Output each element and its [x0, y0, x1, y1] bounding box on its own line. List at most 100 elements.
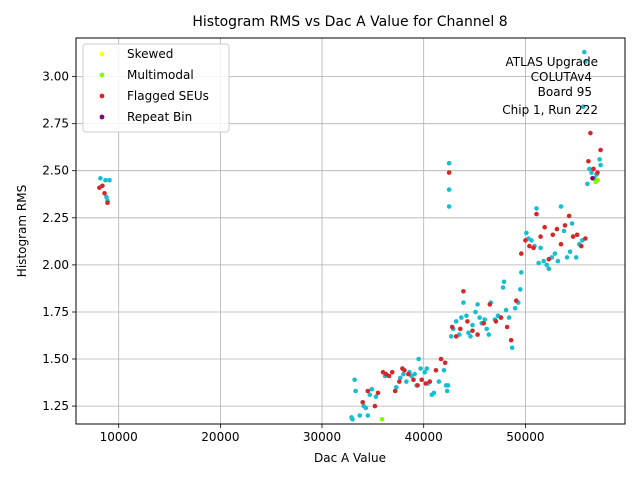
point-flagged-seus	[406, 371, 411, 377]
point-normal	[552, 251, 558, 256]
point-flagged-seus	[392, 388, 398, 394]
point-normal	[363, 405, 369, 411]
point-normal	[470, 322, 475, 328]
point-normal	[564, 255, 570, 260]
point-normal	[104, 194, 109, 200]
point-normal	[555, 258, 561, 264]
point-flagged-seus	[442, 360, 448, 366]
point-normal	[581, 104, 586, 109]
point-flagged-seus	[531, 245, 536, 251]
point-flagged-seus	[461, 289, 466, 294]
point-flagged-seus	[583, 236, 588, 241]
legend-label-repeat-bin: Repeat Bin	[127, 110, 192, 124]
point-normal	[441, 368, 447, 373]
point-flagged-seus	[562, 223, 568, 228]
x-axis-label: Dac A Value	[314, 451, 386, 465]
point-normal	[558, 204, 564, 209]
point-flagged-seus	[519, 251, 524, 256]
x-tick-label: 20000	[201, 430, 239, 444]
point-flagged-seus	[546, 256, 552, 262]
y-tick-label: 2.50	[42, 164, 69, 178]
point-flagged-seus	[542, 224, 547, 230]
point-flagged-seus	[570, 234, 576, 239]
point-normal	[416, 356, 421, 362]
point-flagged-seus	[574, 232, 580, 238]
point-normal	[544, 262, 549, 268]
point-flagged-seus	[427, 379, 433, 384]
point-normal	[394, 385, 399, 390]
point-normal	[583, 59, 588, 64]
point-normal	[459, 315, 464, 320]
point-normal	[484, 326, 490, 332]
point-normal	[512, 305, 518, 311]
point-flagged-seus	[591, 166, 596, 172]
point-flagged-seus	[375, 390, 381, 396]
legend-label-flagged-seus: Flagged SEUs	[127, 89, 209, 103]
x-tick-label: 30000	[303, 430, 341, 444]
point-multimodal	[595, 177, 600, 183]
point-normal	[444, 388, 450, 394]
point-normal	[597, 157, 602, 162]
point-normal	[365, 413, 371, 418]
point-normal	[466, 330, 471, 336]
point-normal	[352, 377, 357, 383]
point-flagged-seus	[527, 243, 532, 249]
y-axis-ticks: 1.25 1.50 1.75 2.00 2.25 2.50 2.75 3.00	[42, 70, 76, 413]
point-normal	[569, 221, 575, 226]
point-normal	[404, 379, 409, 384]
point-flagged-seus	[508, 337, 514, 343]
point-normal	[448, 334, 454, 339]
point-flagged-seus	[415, 383, 420, 388]
point-flagged-seus	[579, 243, 584, 249]
point-normal	[468, 334, 473, 339]
point-normal	[446, 187, 452, 192]
x-tick-label: 10000	[100, 430, 138, 444]
point-normal	[524, 230, 529, 236]
point-flagged-seus	[598, 147, 603, 153]
point-normal	[436, 379, 442, 384]
point-normal	[486, 332, 492, 337]
point-flagged-seus	[365, 388, 371, 394]
point-normal	[519, 270, 524, 275]
point-flagged-seus	[102, 191, 107, 196]
point-normal	[350, 417, 355, 422]
point-normal	[401, 371, 406, 377]
point-normal	[431, 390, 437, 396]
y-tick-label: 2.25	[42, 211, 69, 225]
point-flagged-seus	[538, 234, 543, 239]
point-flagged-seus	[475, 332, 480, 337]
point-repeat-bin	[590, 176, 595, 181]
point-normal	[587, 166, 592, 172]
annotation-line-1: ATLAS Upgrade	[505, 55, 598, 69]
point-flagged-seus	[558, 241, 564, 247]
legend-marker-flagged-seus	[99, 93, 105, 99]
point-flagged-seus	[458, 326, 463, 332]
point-flagged-seus	[470, 328, 475, 334]
point-multimodal	[379, 417, 385, 422]
point-flagged-seus	[504, 324, 510, 330]
point-normal	[461, 300, 466, 305]
annotation-line-4: Chip 1, Run 222	[502, 103, 598, 117]
point-normal	[445, 383, 451, 388]
point-flagged-seus	[534, 211, 539, 217]
y-tick-label: 1.75	[42, 305, 69, 319]
point-normal	[582, 49, 587, 55]
point-flagged-seus	[465, 319, 470, 324]
point-flagged-seus	[411, 377, 416, 383]
point-normal	[561, 228, 567, 234]
point-flagged-seus	[419, 377, 425, 383]
point-normal	[529, 238, 534, 243]
point-normal	[369, 386, 375, 392]
point-flagged-seus	[588, 130, 593, 136]
point-normal	[373, 394, 379, 400]
point-flagged-seus	[423, 381, 429, 386]
point-normal	[453, 319, 459, 324]
point-normal	[446, 160, 452, 166]
point-flagged-seus	[105, 200, 110, 206]
point-normal	[538, 245, 543, 251]
point-flagged-seus	[481, 321, 487, 326]
point-flagged-seus	[397, 379, 402, 384]
x-axis-ticks: 10000 20000 30000 40000 50000	[100, 424, 544, 444]
point-normal	[398, 375, 403, 381]
legend-label-multimodal: Multimodal	[127, 68, 194, 82]
